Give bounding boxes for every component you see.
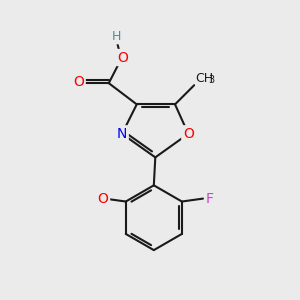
Text: CH: CH: [196, 72, 214, 85]
Text: O: O: [183, 127, 194, 141]
Text: F: F: [206, 192, 214, 206]
Text: O: O: [98, 192, 109, 206]
Text: O: O: [117, 50, 128, 64]
Text: N: N: [117, 127, 127, 141]
Text: O: O: [73, 75, 84, 89]
Text: 3: 3: [208, 75, 215, 85]
Text: H: H: [112, 30, 122, 43]
